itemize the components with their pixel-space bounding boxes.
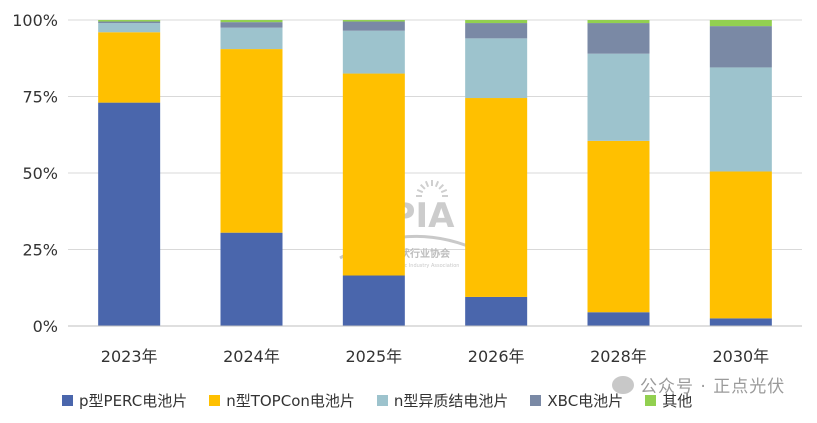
bar-segment <box>465 23 528 39</box>
bar-segment <box>342 30 405 74</box>
legend-label: 其他 <box>662 391 693 410</box>
bar-segment <box>465 296 528 326</box>
bar-segment <box>709 26 772 68</box>
bar-segment <box>220 20 283 23</box>
y-tick-label: 0% <box>33 317 58 336</box>
legend-item: p型PERC电池片 <box>62 390 187 411</box>
y-axis: 0% 25% 50% 75% 100% <box>12 11 58 336</box>
bar-segment <box>342 21 405 31</box>
wechat-icon <box>612 375 634 394</box>
legend-swatch <box>62 394 73 406</box>
legend-swatch <box>645 394 657 406</box>
bar-segment <box>709 171 772 319</box>
legend-item: n型TOPCon电池片 <box>209 390 355 411</box>
legend-swatch <box>530 394 542 406</box>
y-tick-label: 100% <box>12 11 58 30</box>
watermark-sun-ray <box>438 183 445 190</box>
bar-segment <box>709 67 772 172</box>
watermark-sun-ray <box>434 180 440 188</box>
gridlines <box>68 19 802 327</box>
legend-item: 其他 <box>645 390 692 411</box>
legend-label: p型PERC电池片 <box>79 391 188 410</box>
watermark-sun-ray <box>424 180 430 188</box>
bar-segment <box>98 102 161 327</box>
x-tick-label: 2023年 <box>101 347 158 366</box>
watermark-sun-ray <box>419 183 426 190</box>
x-tick-label: 2025年 <box>345 347 402 366</box>
x-tick-label: 2030年 <box>712 347 769 366</box>
y-tick-label: 50% <box>22 164 58 183</box>
bar-segment <box>220 22 283 28</box>
bar-segment <box>587 140 650 313</box>
bar-segment <box>342 275 405 326</box>
source-watermark: 公众号 · 正点光伏 <box>612 372 785 397</box>
legend-label: n型TOPCon电池片 <box>226 391 355 410</box>
bar-segment <box>587 312 650 326</box>
legend-item: n型异质结电池片 <box>376 390 509 411</box>
bar-segment <box>342 73 405 276</box>
legend-swatch <box>209 394 221 406</box>
bar-segment <box>220 27 283 50</box>
bar-segment <box>98 32 161 103</box>
bar-segment <box>98 23 161 33</box>
bar-segment <box>465 98 528 297</box>
bar-segment <box>98 20 161 22</box>
bar-segment <box>709 318 772 326</box>
legend: p型PERC电池片 n型TOPCon电池片 n型异质结电池片 XBC电池片 其他 <box>62 388 802 412</box>
legend-swatch <box>376 394 388 406</box>
source-text: 公众号 · 正点光伏 <box>640 377 786 397</box>
bar-segment <box>220 49 283 233</box>
bars <box>98 20 772 327</box>
watermark-subtitle-en: China Photovoltaic Industry Association <box>361 263 460 269</box>
bar-segment <box>587 53 650 141</box>
x-tick-label: 2028年 <box>590 347 647 366</box>
bar-segment <box>709 20 772 27</box>
bar-segment <box>465 20 528 24</box>
watermark-sun-ray <box>440 188 448 194</box>
x-tick-label: 2024年 <box>223 347 280 366</box>
watermark-sun-ray <box>416 188 424 194</box>
x-axis: 2023年 2024年 2025年 2026年 2028年 2030年 <box>68 325 802 366</box>
bar-segment <box>465 38 528 99</box>
x-tick-label: 2026年 <box>468 347 525 366</box>
bar-segment <box>587 20 650 24</box>
y-tick-label: 25% <box>22 241 58 260</box>
legend-label: XBC电池片 <box>547 391 624 410</box>
bar-segment <box>220 232 283 326</box>
bar-segment <box>98 21 161 24</box>
y-tick-label: 75% <box>22 88 58 107</box>
bar-segment <box>342 20 405 22</box>
legend-item: XBC电池片 <box>530 390 623 411</box>
bar-segment <box>587 23 650 54</box>
legend-label: n型异质结电池片 <box>393 391 509 410</box>
